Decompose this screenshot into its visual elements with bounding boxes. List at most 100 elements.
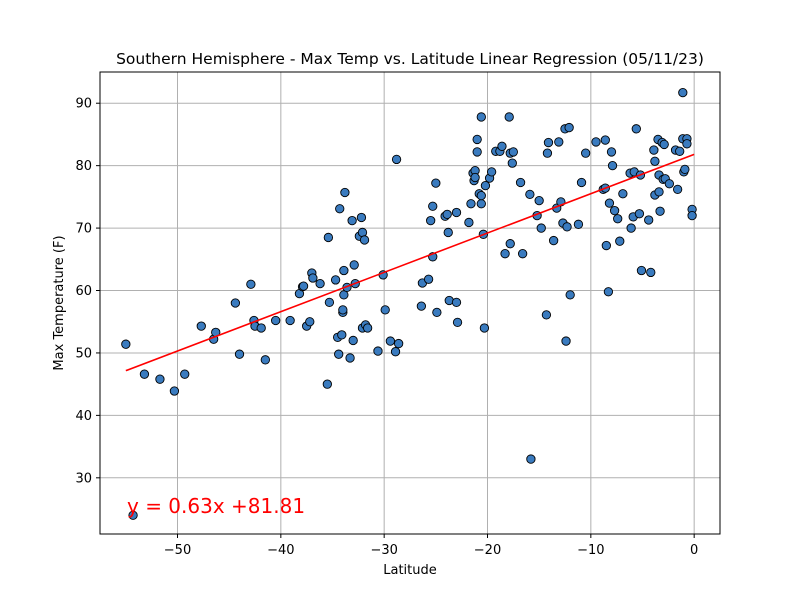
data-point	[356, 212, 367, 223]
data-point	[246, 279, 256, 289]
data-point	[338, 305, 348, 315]
data-point	[230, 298, 241, 308]
x-tick-label: −20	[474, 543, 501, 558]
data-point	[649, 145, 659, 155]
data-point	[476, 199, 486, 209]
data-point	[472, 147, 482, 157]
data-point	[128, 510, 138, 520]
data-point	[687, 210, 697, 221]
data-point	[680, 164, 690, 175]
data-point	[169, 386, 180, 396]
data-point	[655, 206, 665, 216]
data-point	[634, 209, 645, 219]
data-point	[486, 167, 497, 177]
data-point	[543, 137, 554, 148]
data-point	[391, 154, 402, 165]
data-point	[330, 275, 341, 285]
data-point	[672, 184, 683, 195]
data-point	[515, 177, 526, 188]
data-point	[305, 317, 315, 327]
data-point	[334, 349, 344, 359]
y-tick-label: 80	[75, 159, 92, 174]
data-point	[337, 330, 347, 340]
data-point	[362, 323, 373, 333]
data-point	[615, 236, 625, 246]
data-point	[380, 305, 390, 315]
data-point	[650, 156, 660, 166]
data-point	[606, 147, 617, 157]
y-tick-label: 40	[75, 409, 92, 424]
x-tick-label: −30	[370, 543, 397, 558]
data-point	[308, 273, 318, 283]
data-point	[390, 347, 401, 357]
x-axis-label: Latitude	[383, 563, 437, 578]
data-point	[565, 290, 575, 300]
regression-line-group	[125, 153, 695, 372]
data-point	[561, 336, 571, 346]
data-point	[631, 124, 641, 134]
data-point	[322, 379, 332, 389]
data-point	[682, 139, 692, 149]
data-point	[675, 146, 685, 156]
data-point	[432, 307, 442, 318]
data-point	[196, 321, 206, 331]
data-point	[504, 112, 514, 122]
data-point	[479, 323, 490, 333]
data-point	[426, 215, 436, 226]
data-point	[340, 187, 350, 198]
chart-title: Southern Hemisphere - Max Temp vs. Latit…	[116, 50, 704, 68]
data-point	[431, 178, 441, 188]
data-point	[604, 198, 615, 208]
data-point	[600, 135, 610, 145]
data-point	[497, 141, 507, 151]
x-tick-label: −50	[164, 543, 191, 558]
data-point	[562, 222, 572, 232]
data-point	[339, 265, 349, 276]
grid	[100, 72, 720, 534]
data-point	[601, 240, 611, 251]
regression-equation: y = 0.63x +81.81	[127, 494, 305, 518]
data-point	[234, 349, 245, 359]
y-axis-label: Max Temperature (F)	[52, 235, 67, 370]
data-point	[554, 137, 564, 147]
data-point	[451, 297, 462, 308]
data-point	[480, 180, 491, 191]
y-tick-label: 50	[75, 346, 92, 361]
data-point	[526, 454, 536, 464]
data-point	[423, 274, 434, 284]
data-point	[315, 278, 325, 289]
data-point	[466, 199, 476, 209]
data-point	[385, 336, 396, 346]
data-point	[573, 219, 584, 229]
data-point	[646, 267, 656, 278]
data-point	[644, 215, 654, 225]
data-point	[659, 139, 669, 150]
data-point	[581, 148, 591, 158]
data-point	[260, 355, 270, 365]
data-point	[500, 249, 510, 259]
data-point	[541, 310, 552, 320]
data-point	[613, 214, 623, 224]
data-point	[472, 134, 482, 145]
data-point	[155, 374, 165, 384]
data-point	[373, 346, 383, 356]
data-points	[121, 87, 697, 520]
data-point	[298, 281, 309, 291]
data-point	[323, 232, 334, 243]
data-point	[609, 205, 620, 216]
data-point	[442, 209, 452, 219]
data-point	[345, 353, 355, 363]
y-axis: 30 40 50 60 70 80 90	[75, 97, 100, 486]
data-point	[416, 301, 427, 311]
data-point	[443, 227, 453, 238]
data-point	[536, 223, 546, 233]
data-point	[576, 177, 587, 188]
data-point	[548, 235, 559, 246]
y-tick-label: 90	[75, 97, 92, 112]
y-tick-label: 60	[75, 284, 92, 299]
data-point	[678, 87, 688, 98]
x-tick-label: 0	[690, 543, 698, 558]
